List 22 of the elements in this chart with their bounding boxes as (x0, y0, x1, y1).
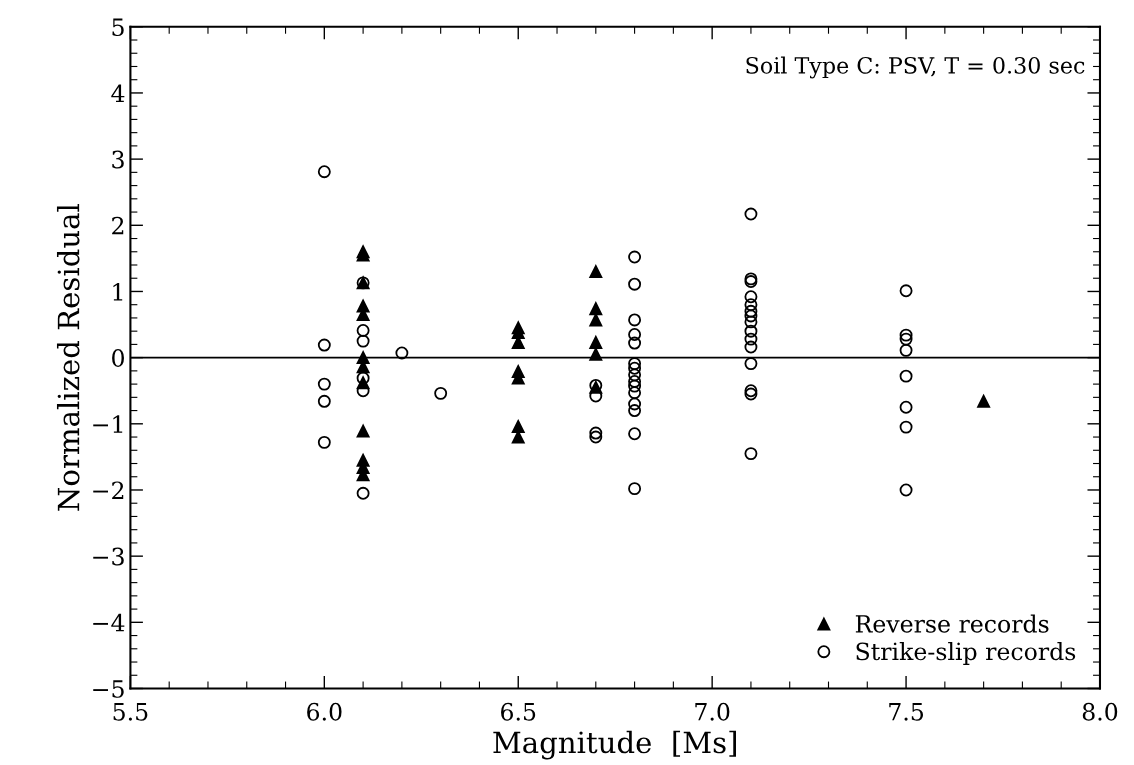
y-tick-label: 5 (112, 18, 124, 37)
x-tick-label: 6.0 (307, 702, 342, 721)
y-tick-label: 1 (113, 282, 123, 301)
x-tick-label: 6.5 (501, 702, 536, 721)
x-tick-label: 7.5 (889, 703, 924, 721)
x-tick-label: 5.5 (113, 703, 148, 721)
annotation: Soil Type C: PSV, T = 0.30 sec (746, 56, 1085, 79)
y-tick-label: 0 (112, 349, 124, 367)
x-axis-title: Magnitude [Ms] (493, 730, 736, 760)
legend-label: Reverse records (855, 614, 1049, 633)
y-tick-label: 4 (111, 84, 125, 102)
y-axis-title: Normalized Residual (56, 204, 80, 511)
y-tick-label: 2 (112, 216, 124, 235)
y-tick-label: −2 (93, 481, 124, 499)
y-tick-label: 3 (112, 150, 124, 169)
legend-label: Strike-slip records (856, 642, 1076, 665)
y-tick-label: −1 (93, 415, 123, 433)
y-tick-label: −4 (93, 613, 125, 632)
x-tick-label: 8.0 (1082, 702, 1118, 721)
x-tick-label: 7.0 (695, 702, 730, 721)
y-tick-label: −3 (93, 547, 124, 566)
y-tick-label: −5 (93, 680, 124, 698)
